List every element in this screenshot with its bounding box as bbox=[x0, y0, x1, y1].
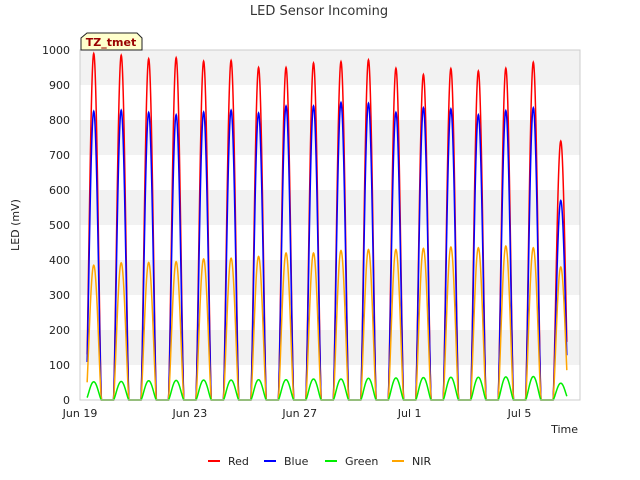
grid-band bbox=[80, 120, 580, 155]
y-tick-label: 100 bbox=[49, 359, 70, 372]
plot-frame bbox=[79, 49, 581, 401]
grid-band bbox=[80, 295, 580, 330]
tz-badge-label: TZ_tmet bbox=[86, 36, 136, 49]
y-axis-ticks: 0 100 200 300 400 500 600 700 800 900 1000 bbox=[42, 44, 70, 407]
y-tick-label: 400 bbox=[49, 254, 70, 267]
legend-label-green: Green bbox=[345, 455, 378, 468]
y-tick-label: 0 bbox=[63, 394, 70, 407]
grid-band bbox=[80, 365, 580, 400]
chart-title: LED Sensor Incoming bbox=[250, 4, 388, 19]
y-tick-label: 800 bbox=[49, 114, 70, 127]
legend: Red Blue Green NIR bbox=[208, 455, 431, 468]
plot-border bbox=[79, 49, 581, 401]
grid-band bbox=[80, 155, 580, 190]
grid-band bbox=[80, 85, 580, 120]
tz-badge: TZ_tmet bbox=[80, 32, 143, 51]
y-tick-label: 600 bbox=[49, 184, 70, 197]
grid-band bbox=[80, 330, 580, 365]
y-tick-label: 1000 bbox=[42, 44, 70, 57]
y-tick-label: 300 bbox=[49, 289, 70, 302]
y-tick-label: 900 bbox=[49, 79, 70, 92]
x-tick-label: Jul 1 bbox=[397, 407, 422, 420]
x-tick-label: Jun 27 bbox=[281, 407, 317, 420]
x-tick-label: Jun 23 bbox=[172, 407, 208, 420]
y-tick-label: 500 bbox=[49, 219, 70, 232]
legend-label-blue: Blue bbox=[284, 455, 309, 468]
y-tick-label: 200 bbox=[49, 324, 70, 337]
x-tick-label: Jul 5 bbox=[507, 407, 532, 420]
grid-band bbox=[80, 190, 580, 225]
grid-band bbox=[80, 225, 580, 260]
grid-band bbox=[80, 260, 580, 295]
y-axis-label: LED (mV) bbox=[9, 199, 22, 251]
background-bands bbox=[80, 50, 580, 400]
grid-band bbox=[80, 50, 580, 85]
legend-label-red: Red bbox=[228, 455, 249, 468]
x-axis-label: Time bbox=[550, 423, 578, 436]
legend-label-nir: NIR bbox=[412, 455, 431, 468]
x-tick-label: Jun 19 bbox=[62, 407, 98, 420]
x-axis-ticks: Jun 19 Jun 23 Jun 27 Jul 1 Jul 5 bbox=[62, 407, 532, 420]
y-tick-label: 700 bbox=[49, 149, 70, 162]
